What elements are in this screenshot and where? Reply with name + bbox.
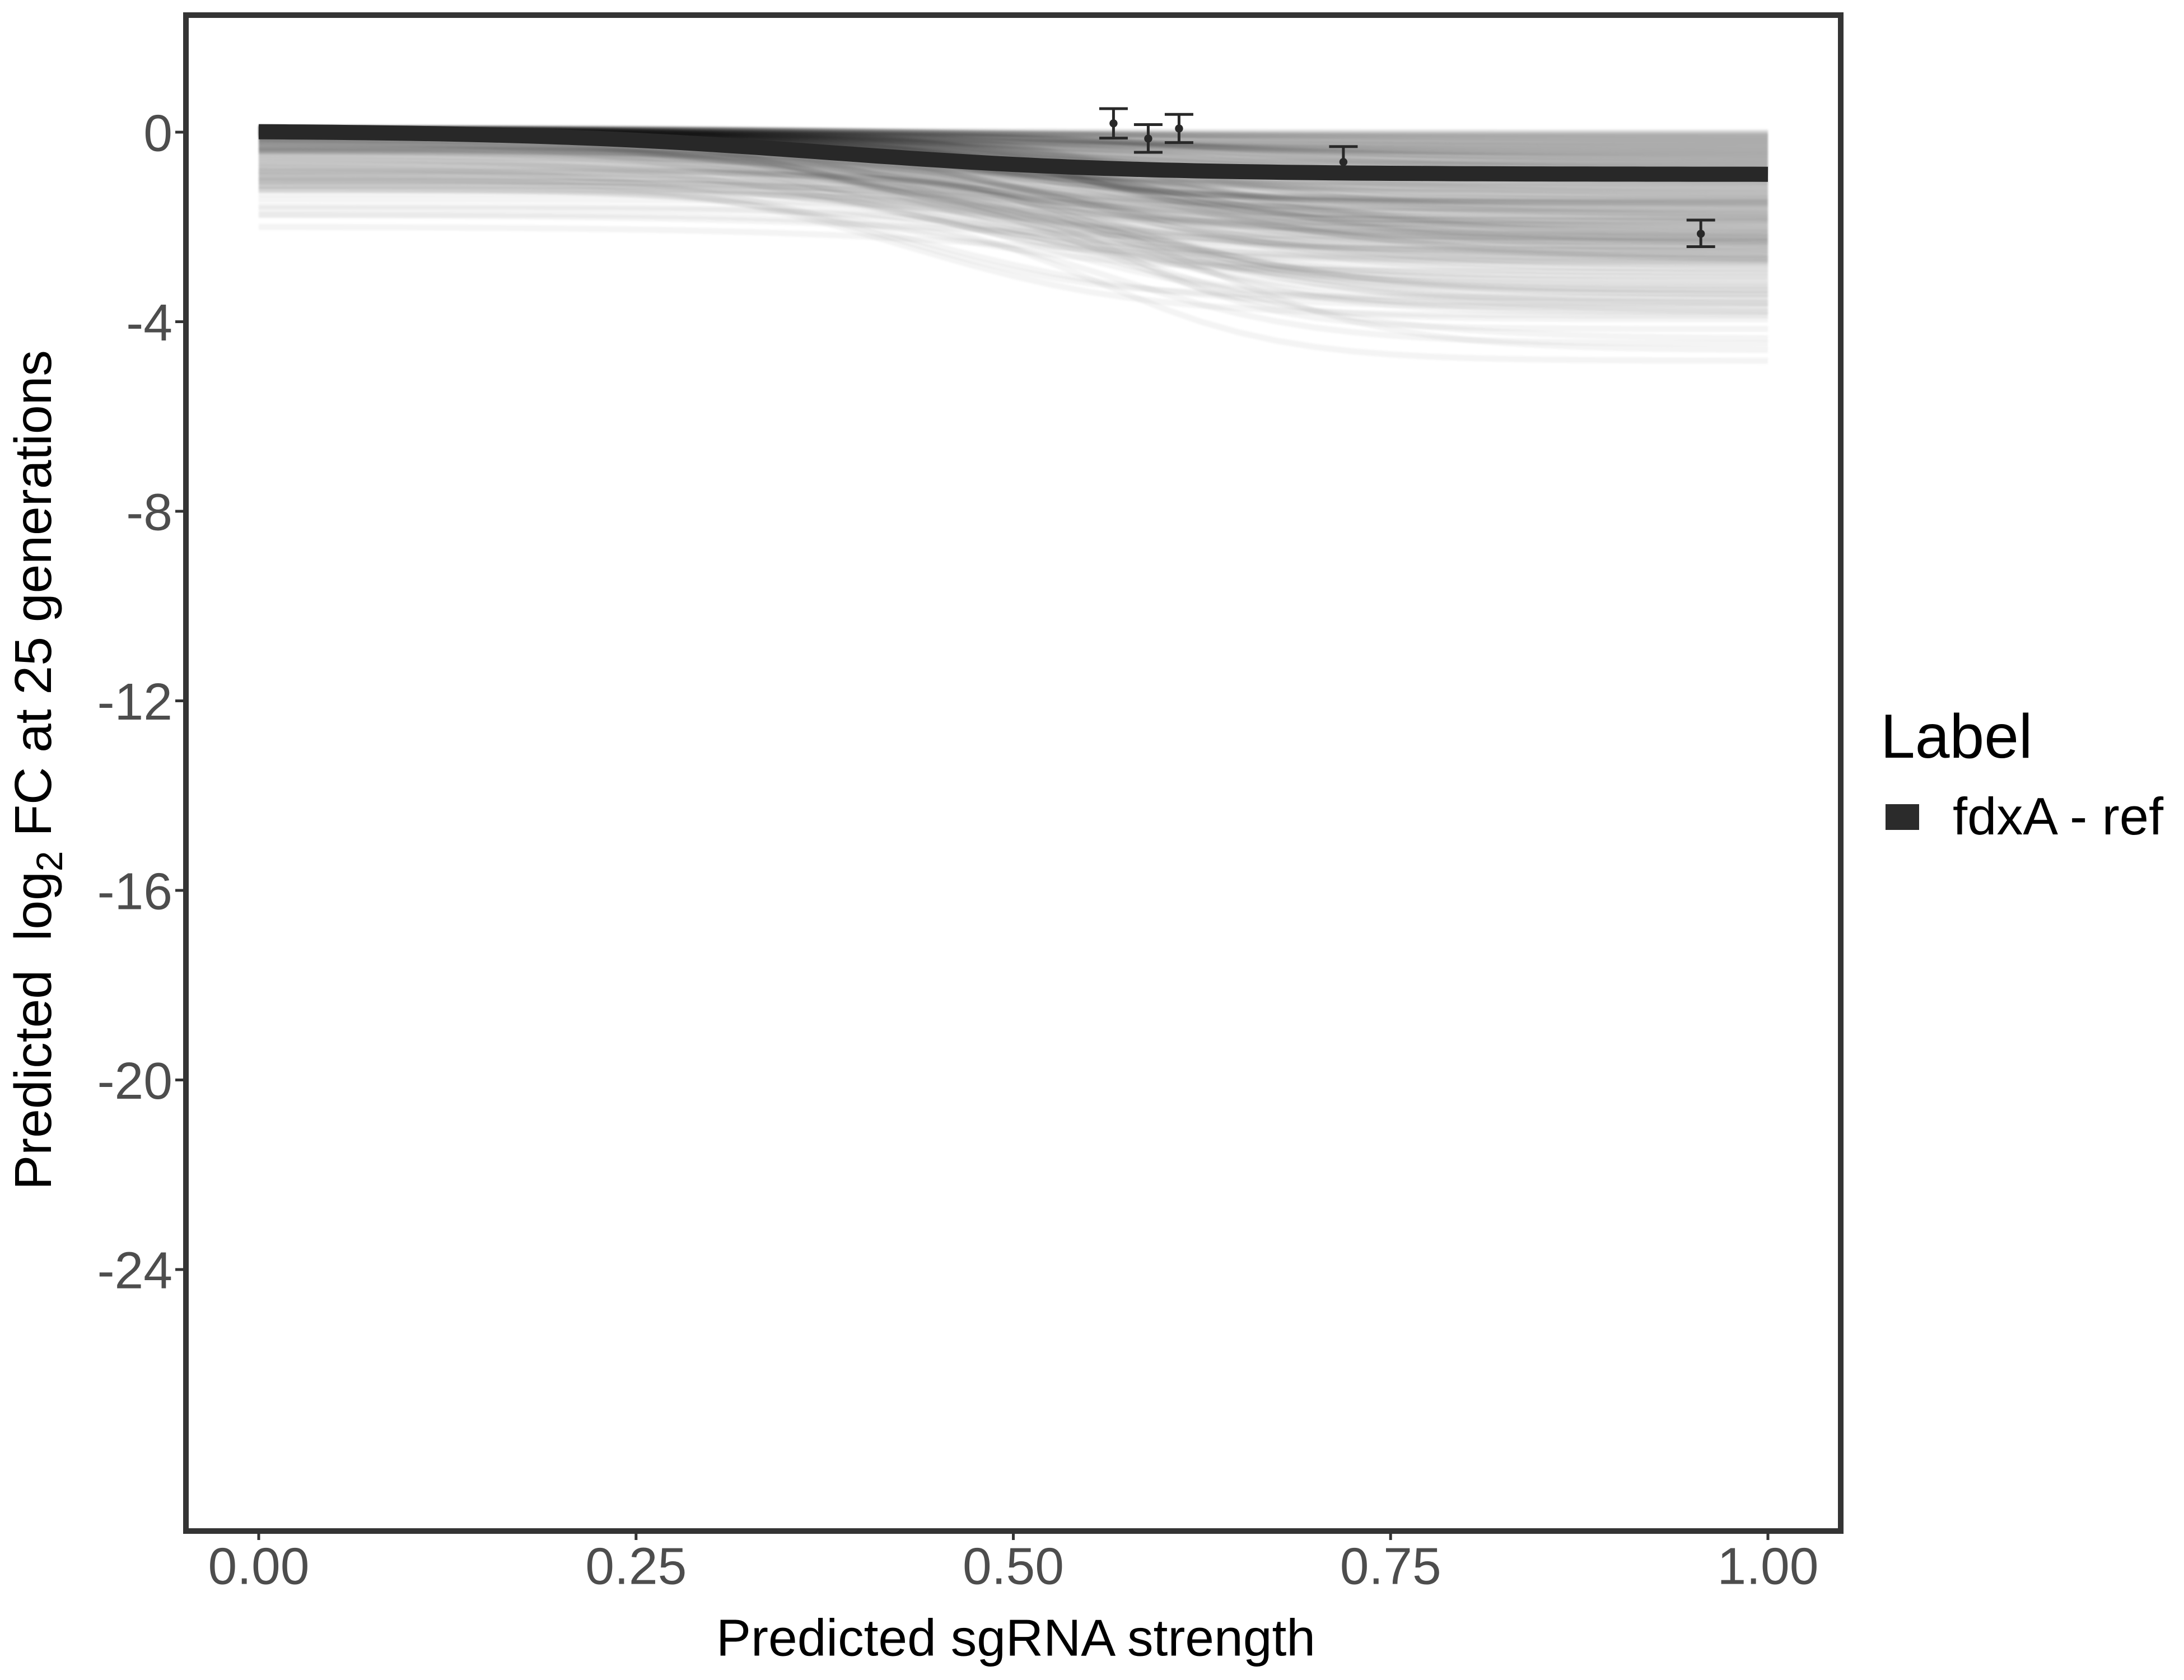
svg-text:0.75: 0.75	[1340, 1537, 1441, 1595]
svg-text:-12: -12	[97, 673, 172, 731]
svg-text:-16: -16	[97, 862, 172, 921]
svg-text:0: 0	[143, 104, 172, 162]
svg-text:-8: -8	[126, 483, 172, 542]
svg-text:-4: -4	[126, 293, 172, 352]
svg-text:-24: -24	[97, 1242, 172, 1300]
svg-text:Predicted sgRNA strength: Predicted sgRNA strength	[716, 1609, 1315, 1667]
svg-text:0.00: 0.00	[208, 1537, 309, 1595]
svg-text:0.25: 0.25	[585, 1537, 687, 1595]
svg-text:0.50: 0.50	[963, 1537, 1064, 1595]
svg-text:-20: -20	[97, 1052, 172, 1110]
svg-text:Predicted log2 FC at 25 gener: Predicted log2 FC at 25 generations	[4, 350, 70, 1190]
svg-text:fdxA - ref: fdxA - ref	[1953, 787, 2164, 846]
svg-text:Label: Label	[1880, 702, 2033, 771]
svg-text:1.00: 1.00	[1717, 1537, 1818, 1595]
